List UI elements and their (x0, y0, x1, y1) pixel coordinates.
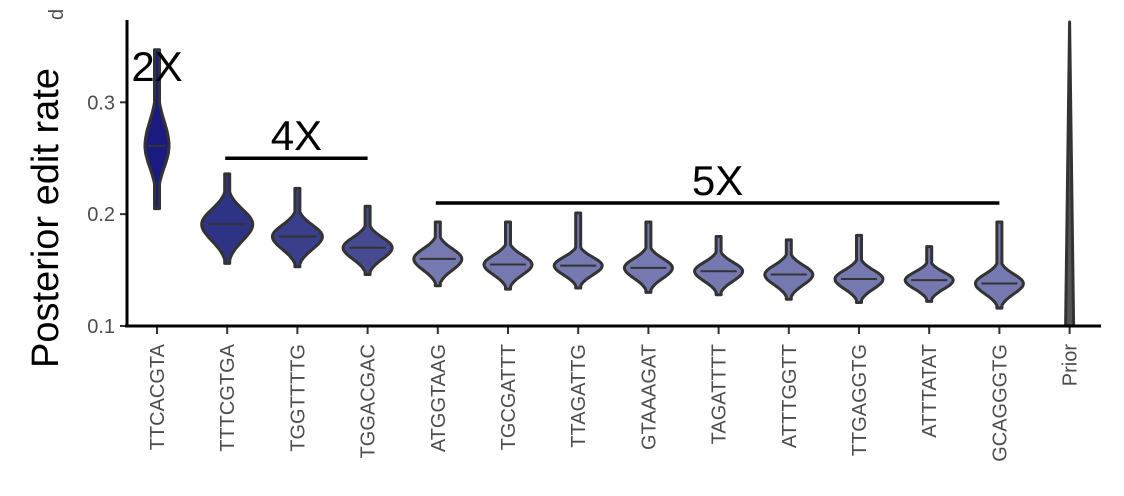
violin-5 (482, 220, 534, 291)
annotation-label-1: 4X (271, 112, 322, 159)
y-axis-label: Posterior edit rate (25, 68, 67, 368)
x-tick-label-1: TTTCGTGA (217, 343, 239, 451)
violin-9 (763, 238, 815, 301)
x-tick-label-8: TAGATTTT (709, 344, 731, 444)
prior-violin (1064, 20, 1076, 328)
violin-11 (903, 245, 955, 303)
chart-marks: 0.1 0.2 0.3 TTCACGTA TTTCGTGA TGGTTTTG TGGACGA… (87, 20, 1082, 462)
annotation-label-0: 2X (131, 43, 182, 90)
x-tick-label-2: TGGTTTTG (287, 344, 309, 452)
x-tick-label-4: ATGGTAAG (428, 344, 450, 452)
violin-4 (412, 220, 464, 288)
violin-10 (833, 233, 885, 304)
x-tick-label-0: TTCACGTA (147, 343, 169, 450)
y-tick-label-2: 0.3 (87, 92, 115, 114)
x-tick-label-12: GCAGGGTG (989, 344, 1011, 462)
violin-6 (552, 211, 604, 290)
y-tick-label-1: 0.2 (87, 204, 115, 226)
violin-0 (143, 48, 171, 211)
y-axis-label-extra: d (46, 9, 68, 20)
x-tick-label-9: ATTTGGTT (779, 344, 801, 448)
violin-1 (200, 172, 255, 265)
violin-7 (622, 220, 674, 294)
y-tick-label-0: 0.1 (87, 316, 115, 338)
x-tick-label-13: Prior (1060, 344, 1082, 387)
violin-8 (693, 235, 745, 297)
violin-2 (270, 186, 324, 269)
x-tick-label-11: ATTTATAT (919, 344, 941, 438)
x-tick-label-7: GTAAAGAT (638, 344, 660, 450)
x-tick-label-3: TGGACGAC (358, 344, 380, 458)
violin-3 (341, 204, 394, 276)
x-tick-label-5: TGCGATTT (498, 344, 520, 450)
annotation-label-2: 5X (692, 157, 743, 204)
violin-12 (973, 220, 1025, 310)
x-tick-label-6: TTAGATTG (568, 344, 590, 448)
x-tick-label-10: TTGAGGTG (849, 344, 871, 456)
